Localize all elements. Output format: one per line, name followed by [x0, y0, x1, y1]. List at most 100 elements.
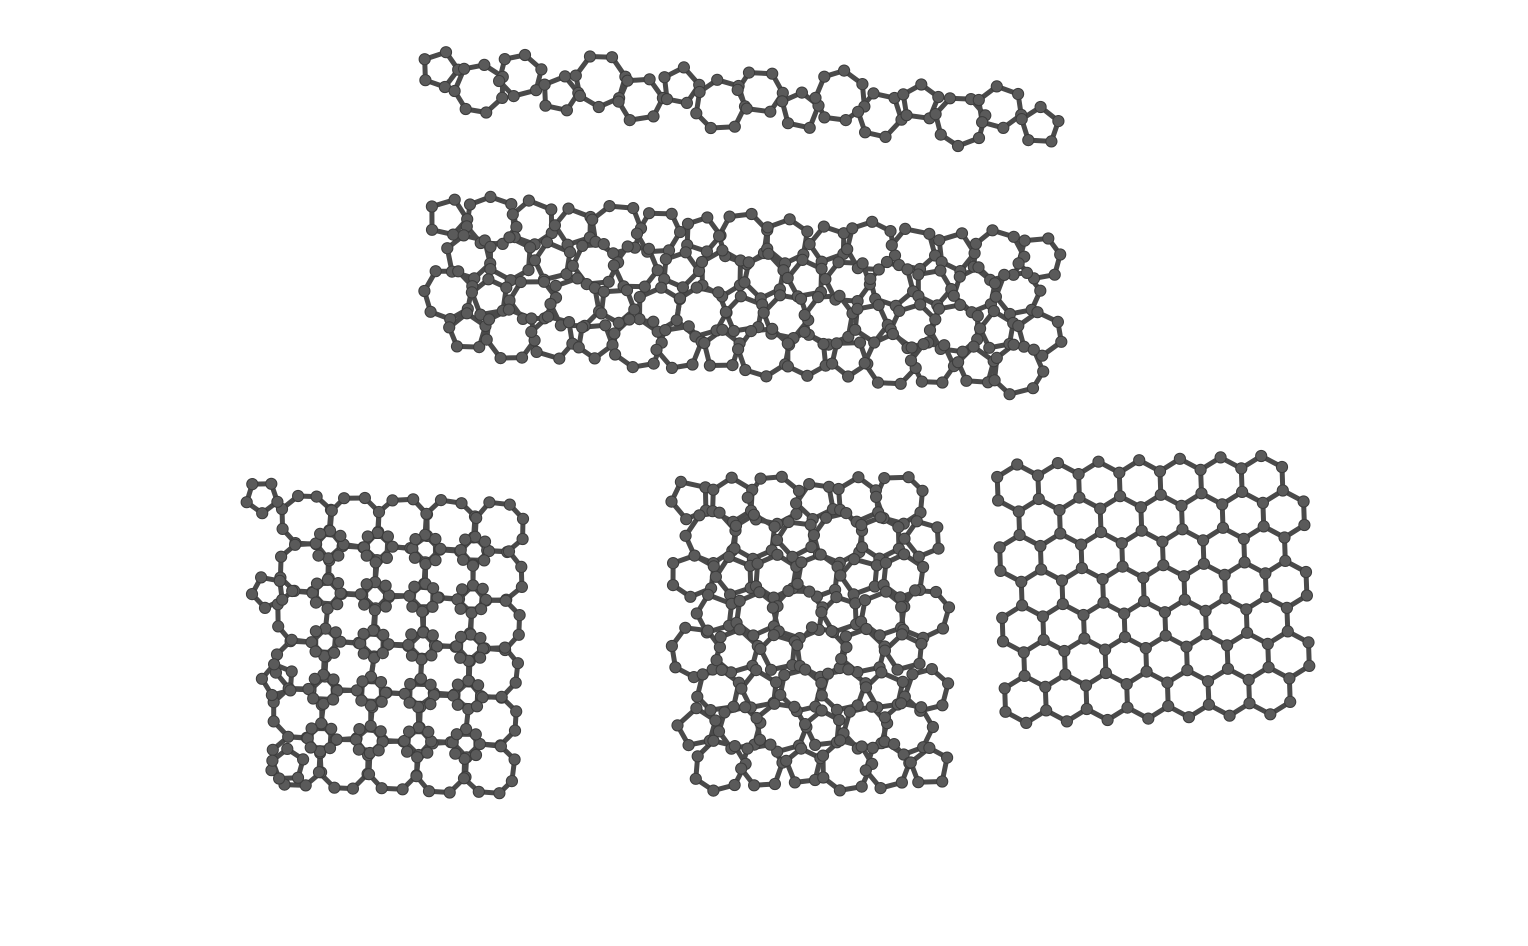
atom: [265, 688, 278, 702]
atom: [858, 357, 871, 370]
atom: [441, 242, 454, 255]
atom: [405, 649, 419, 662]
atom: [496, 91, 509, 105]
atom: [992, 494, 1005, 507]
atom: [791, 639, 804, 652]
atom: [465, 286, 478, 299]
atom: [665, 495, 678, 508]
atom: [839, 114, 852, 127]
atom: [923, 324, 937, 337]
atom: [483, 313, 496, 326]
atom: [842, 663, 855, 676]
atom: [409, 533, 422, 546]
atom: [573, 89, 587, 103]
atom: [322, 552, 335, 565]
atom: [879, 556, 893, 570]
atom: [498, 641, 511, 654]
atom: [830, 703, 844, 717]
atom: [1035, 563, 1048, 576]
atom: [741, 491, 754, 504]
atom: [364, 719, 377, 733]
atom: [307, 692, 320, 705]
atom: [330, 733, 343, 746]
atom: [825, 625, 838, 638]
atom: [707, 734, 720, 747]
atom: [386, 540, 399, 553]
atom: [410, 770, 423, 783]
atom: [988, 277, 1002, 290]
atom: [1216, 498, 1229, 511]
atom: [515, 560, 528, 574]
atom: [549, 279, 562, 292]
atom: [943, 92, 957, 105]
atom: [284, 684, 297, 697]
atom: [455, 497, 468, 510]
atom: [369, 556, 382, 569]
atom: [454, 651, 467, 664]
atom: [1256, 496, 1270, 509]
atom: [1199, 604, 1212, 617]
atom: [815, 676, 828, 690]
atom: [431, 640, 444, 653]
atom: [499, 594, 512, 607]
atom: [424, 305, 437, 318]
atom: [693, 85, 706, 99]
atom: [799, 718, 812, 731]
atom: [612, 316, 625, 329]
atom: [454, 602, 467, 615]
atom: [623, 114, 636, 127]
atom: [1173, 452, 1187, 465]
atom: [1018, 234, 1031, 247]
atom: [986, 224, 999, 237]
atom: [360, 578, 373, 591]
atom: [712, 725, 726, 738]
atom: [701, 211, 714, 224]
atom: [893, 304, 906, 317]
atom: [754, 472, 767, 485]
atom: [798, 308, 811, 322]
atom: [1034, 284, 1047, 297]
atom: [976, 116, 989, 129]
atom: [745, 325, 758, 338]
atom: [405, 628, 418, 641]
atom: [276, 593, 289, 606]
atom: [418, 284, 431, 298]
atom: [833, 289, 846, 302]
atom: [459, 102, 472, 116]
atom: [739, 363, 752, 377]
atom: [872, 263, 885, 276]
atom: [955, 227, 969, 240]
atom: [820, 511, 833, 524]
atom: [1051, 315, 1065, 328]
atom: [840, 641, 853, 654]
atom: [469, 748, 483, 762]
atom: [1182, 711, 1196, 724]
atom: [328, 781, 341, 794]
atom: [947, 289, 960, 302]
atom: [597, 285, 611, 298]
atom: [915, 701, 928, 714]
atom: [925, 663, 939, 676]
atom: [478, 535, 492, 548]
atom: [325, 504, 338, 517]
atom: [1007, 230, 1020, 243]
atom: [286, 584, 299, 598]
atom: [870, 490, 883, 503]
atom: [735, 762, 748, 775]
atom: [511, 657, 525, 670]
atom: [799, 663, 812, 676]
atom: [739, 701, 752, 714]
atom: [712, 286, 725, 299]
atom: [747, 629, 760, 642]
atom: [460, 307, 473, 320]
atom: [809, 91, 822, 104]
atom: [795, 742, 808, 755]
atom: [780, 754, 793, 767]
atom: [795, 86, 809, 99]
atom: [1118, 607, 1131, 620]
atom: [583, 50, 597, 63]
atom: [647, 357, 660, 370]
atom: [1142, 712, 1155, 725]
atom: [868, 336, 881, 349]
